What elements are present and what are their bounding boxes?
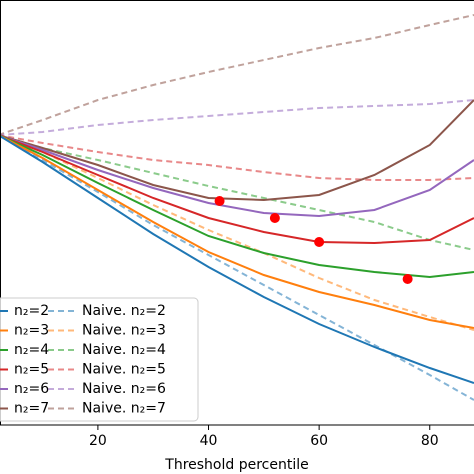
x-tick-label: 80 <box>421 433 439 449</box>
optimum-marker <box>402 274 413 284</box>
optimum-marker <box>214 196 225 206</box>
series-line <box>0 99 474 136</box>
legend-label: n₂=7 <box>14 401 49 417</box>
series-line <box>0 134 474 331</box>
series-line <box>0 134 474 279</box>
optimum-marker <box>269 213 280 223</box>
series-line <box>0 134 474 181</box>
series-line <box>0 134 474 245</box>
series-line <box>0 134 474 401</box>
series-line <box>0 134 474 218</box>
series-line <box>0 134 474 384</box>
legend-label: Naive. n₂=7 <box>82 401 166 417</box>
series-line <box>0 99 474 202</box>
legend-label: Naive. n₂=5 <box>82 362 166 378</box>
legend-label: Naive. n₂=2 <box>82 303 166 319</box>
series-line <box>0 14 474 136</box>
x-axis-label: Threshold percentile <box>164 457 308 473</box>
legend-label: Naive. n₂=3 <box>82 323 166 339</box>
x-tick-label: 40 <box>200 433 218 449</box>
legend-box <box>0 297 199 422</box>
legend-label: n₂=3 <box>14 323 49 339</box>
x-tick-label: 20 <box>89 433 107 449</box>
legend-label: Naive. n₂=4 <box>82 342 166 358</box>
legend-label: n₂=2 <box>14 303 49 319</box>
x-tick-label: 60 <box>310 433 328 449</box>
optimum-marker <box>314 237 325 247</box>
legend-label: n₂=5 <box>14 362 49 378</box>
series-line <box>0 134 474 251</box>
legend-label: n₂=6 <box>14 381 49 397</box>
legend-label: n₂=4 <box>14 342 49 358</box>
series-line <box>0 134 474 329</box>
legend-label: Naive. n₂=6 <box>82 381 166 397</box>
